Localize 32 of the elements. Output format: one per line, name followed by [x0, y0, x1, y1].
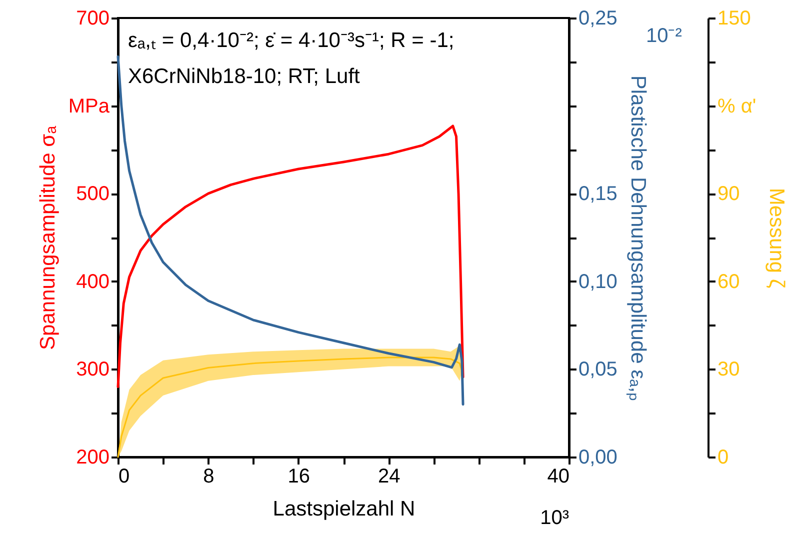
y3-tick-label: 0 — [718, 446, 729, 468]
x-tick-label: 16 — [288, 466, 310, 488]
y2-tick-label: 0,00 — [578, 446, 618, 468]
y2-tick-label: 0,15 — [578, 183, 618, 206]
y3-tick-label: 150 — [718, 8, 751, 30]
y-tick-label: 300 — [76, 358, 110, 381]
y2-tick-label: 0,10 — [578, 270, 618, 293]
y3-tick-label: 60 — [718, 270, 740, 293]
y-tick-label: 200 — [76, 446, 110, 468]
y2-tick-label: 0,05 — [578, 358, 618, 381]
y-axis-title: Spannungsamplitude σₐ — [36, 126, 60, 350]
annotation: εₐ,ₜ = 0,4·10⁻²; ε̇ = 4·10⁻³s⁻¹; R = -1; — [128, 29, 454, 52]
x-tick-label: 40 — [547, 466, 570, 488]
y-tick-label: 700 — [76, 8, 110, 30]
y-tick-label: 400 — [76, 270, 110, 293]
y3-tick-label: % α' — [718, 95, 756, 118]
y2-tick-label: 0,25 — [578, 8, 618, 30]
line-series — [116, 55, 464, 406]
x-tick-label: 0 — [118, 466, 130, 488]
y-tick-label: 500 — [76, 183, 110, 206]
line-series — [116, 124, 464, 388]
y3-axis-title: Messung ζ — [765, 188, 788, 288]
x-tick-label: 24 — [378, 466, 400, 488]
y3-tick-label: 30 — [718, 358, 740, 381]
y3-tick-label: 90 — [718, 183, 740, 206]
x-tick-label: 8 — [203, 466, 214, 488]
x-axis-title: Lastspielzahl N — [272, 498, 416, 520]
text: 10³ — [540, 507, 570, 529]
y2-axis-title: Plastische Dehnungsamplitude εₐ,ₚ — [625, 75, 650, 401]
y-tick-label: MPa — [68, 95, 110, 118]
annotation: X6CrNiNb18-10; RT; Luft — [128, 65, 360, 88]
text: 10⁻² — [646, 25, 682, 47]
